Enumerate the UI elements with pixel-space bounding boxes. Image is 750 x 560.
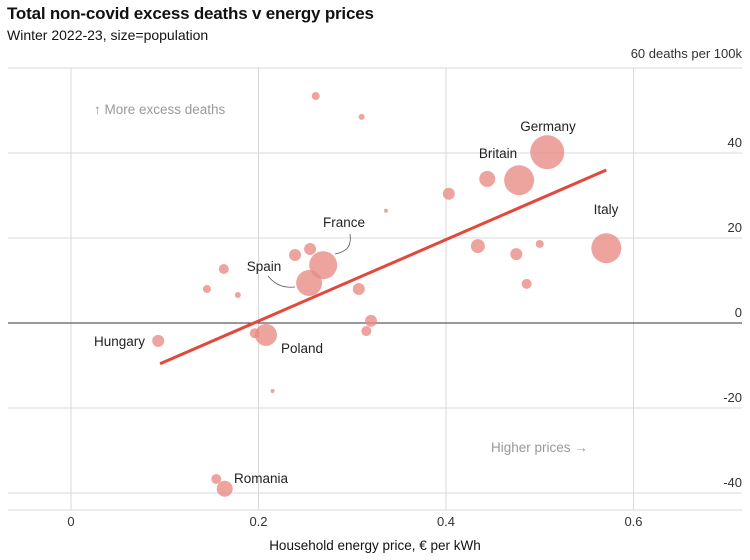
label-romania: Romania <box>234 471 289 486</box>
trend-line <box>159 168 607 366</box>
point-britain <box>504 165 535 196</box>
label-britain: Britain <box>479 146 517 161</box>
point-germany <box>530 135 565 170</box>
x-tick-label: 0.2 <box>249 514 267 529</box>
y-tick-label: 20 <box>728 220 742 235</box>
data-point <box>361 326 372 337</box>
label-france: France <box>323 215 365 230</box>
annotation-higher-prices: Higher prices → <box>491 440 588 455</box>
data-point <box>304 243 317 256</box>
point-poland <box>255 323 277 346</box>
data-point <box>218 264 229 275</box>
data-point <box>510 248 523 261</box>
annotation-more-deaths: ↑ More excess deaths <box>94 102 226 117</box>
data-point <box>270 389 275 393</box>
point-italy <box>591 233 622 264</box>
y-tick-label: -20 <box>723 390 742 405</box>
data-point <box>365 314 377 327</box>
leader-line-france <box>334 233 351 255</box>
point-spain <box>296 270 323 297</box>
data-point <box>442 187 455 200</box>
x-tick-label: 0.6 <box>624 514 642 529</box>
data-point <box>352 283 365 295</box>
label-spain: Spain <box>247 259 282 274</box>
data-point <box>470 239 485 254</box>
data-point <box>358 113 365 120</box>
data-point <box>479 170 496 187</box>
y-tick-label: -40 <box>723 475 742 490</box>
y-tick-label: 40 <box>728 135 742 150</box>
chart-subtitle: Winter 2022-23, size=population <box>7 27 209 43</box>
label-germany: Germany <box>520 119 576 134</box>
y-tick-label: 0 <box>735 305 742 320</box>
label-poland: Poland <box>281 341 323 356</box>
data-point <box>234 291 241 298</box>
label-hungary: Hungary <box>94 334 145 349</box>
data-point <box>521 278 532 289</box>
leader-line-spain <box>267 275 296 288</box>
data-point <box>384 208 388 213</box>
x-axis-label: Household energy price, € per kWh <box>269 538 481 553</box>
point-romania <box>216 480 233 497</box>
data-point <box>211 473 222 484</box>
x-tick-label: 0.4 <box>437 514 455 529</box>
label-italy: Italy <box>594 202 619 217</box>
data-point <box>311 92 320 101</box>
data-point <box>202 285 211 293</box>
data-point <box>535 239 544 248</box>
data-point <box>289 249 302 261</box>
chart-title: Total non-covid excess deaths v energy p… <box>7 4 374 23</box>
x-tick-label: 0 <box>67 514 74 529</box>
point-hungary <box>152 334 165 347</box>
y-axis-label: 60 deaths per 100k <box>631 46 743 61</box>
